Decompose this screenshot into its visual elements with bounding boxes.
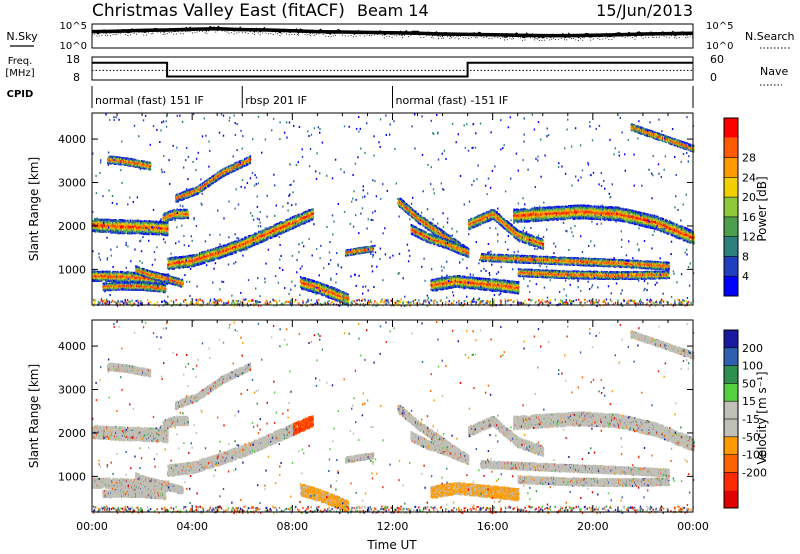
x-tick-label: 16:00	[477, 520, 509, 533]
noise-panel: 10^5 10^0 10^5 10^0	[60, 21, 734, 52]
x-tick-label: 08:00	[276, 520, 308, 533]
y-tick-label: 3000	[58, 177, 86, 190]
colorbar-swatch	[724, 490, 738, 508]
station-title: Christmas Valley East (fitACF)	[92, 1, 345, 21]
colorbar-swatch	[724, 401, 738, 419]
colorbar-swatch	[724, 437, 738, 455]
beam-label: Beam 14	[357, 1, 429, 20]
cpid-segment-label: normal (fast) 151 IF	[95, 94, 204, 107]
nsky-label: N.Sky	[6, 30, 38, 43]
date-label: 15/Jun/2013	[596, 1, 693, 20]
colorbar-swatch	[724, 348, 738, 366]
x-tick-label: 00:00	[677, 520, 709, 533]
x-tick-label: 00:00	[76, 520, 108, 533]
colorbar-tick-label: 24	[742, 171, 756, 184]
colorbar-swatch	[724, 330, 738, 348]
colorbar-swatch	[724, 177, 738, 197]
colorbar-tick-label: 16	[742, 211, 756, 224]
colorbar-tick-label: 8	[742, 250, 749, 263]
noise-tick-left-top: 10^5	[60, 21, 87, 32]
y-tick-label: 2000	[58, 220, 86, 233]
x-tick-label: 04:00	[176, 520, 208, 533]
cpid-label: CPID	[7, 89, 34, 100]
colorbar-tick-label: 20	[742, 191, 756, 204]
velocity-scatter	[92, 320, 695, 514]
power-colorbar: Power [dB] 4 8 12 16 20 24 28	[724, 118, 769, 296]
colorbar-swatch	[724, 237, 738, 257]
colorbar-tick-label: -15	[742, 413, 760, 426]
colorbar-swatch	[724, 455, 738, 473]
radar-summary-plot: Christmas Valley East (fitACF) Beam 14 1…	[0, 0, 800, 554]
colorbar-tick-label: 200	[742, 342, 763, 355]
colorbar-tick-label: 100	[742, 360, 763, 373]
colorbar-swatch	[724, 366, 738, 384]
velocity-panel: 1000 2000 3000 4000 00:00 04:00 08:00 12:00 16:0…	[27, 320, 709, 552]
freq-tick-right-bottom: 0	[710, 71, 717, 84]
nave-label: Nave	[760, 65, 788, 78]
y-tick-label: 1000	[58, 470, 86, 483]
power-panel: 1000 2000 3000 4000 Slant Range [km]	[27, 113, 695, 307]
y-tick-label: 4000	[58, 340, 86, 353]
colorbar-swatch	[724, 276, 738, 296]
velocity-xlabel: Time UT	[366, 538, 417, 552]
power-ylabel: Slant Range [km]	[27, 157, 41, 261]
noise-tick-right-bottom: 10^0	[706, 41, 733, 52]
freq-label: Freq.	[8, 56, 33, 67]
y-tick-label: 1000	[58, 263, 86, 276]
y-tick-label: 4000	[58, 133, 86, 146]
freq-tick-left-top: 18	[66, 53, 80, 66]
colorbar-swatch	[724, 197, 738, 217]
colorbar-swatch	[724, 419, 738, 437]
x-tick-label: 12:00	[377, 520, 409, 533]
colorbar-swatch	[724, 256, 738, 276]
colorbar-swatch	[724, 118, 738, 138]
noise-tick-right-top: 10^5	[706, 21, 733, 32]
colorbar-tick-label: 15	[742, 395, 756, 408]
noise-tick-left-bottom: 10^0	[60, 41, 87, 52]
freq-tick-left-bottom: 8	[73, 71, 80, 84]
velocity-ylabel: Slant Range [km]	[27, 364, 41, 468]
nsearch-label: N.Search	[745, 30, 795, 43]
velocity-colorbar: Velocity [m s⁻¹] 2001005015-15-50-100-20…	[724, 330, 769, 508]
freq-tick-right-top: 60	[710, 53, 724, 66]
frequency-panel: 18 8 60 0	[66, 53, 724, 84]
mhz-label: [MHz]	[5, 68, 34, 79]
y-tick-label: 2000	[58, 427, 86, 440]
colorbar-tick-label: -200	[742, 466, 767, 479]
colorbar-tick-label: -50	[742, 431, 760, 444]
colorbar-swatch	[724, 138, 738, 158]
power-colorbar-label: Power [dB]	[755, 176, 769, 241]
colorbar-swatch	[724, 217, 738, 237]
colorbar-tick-label: -100	[742, 449, 767, 462]
colorbar-tick-label: 12	[742, 231, 756, 244]
colorbar-swatch	[724, 472, 738, 490]
colorbar-swatch	[724, 383, 738, 401]
power-scatter	[92, 113, 695, 307]
x-tick-label: 20:00	[577, 520, 609, 533]
colorbar-tick-label: 4	[742, 270, 749, 283]
y-tick-label: 3000	[58, 384, 86, 397]
colorbar-swatch	[724, 158, 738, 178]
frequency-line	[92, 63, 693, 77]
cpid-segment-label: normal (fast) -151 IF	[396, 94, 509, 107]
colorbar-tick-label: 50	[742, 377, 756, 390]
cpid-segment-label: rbsp 201 IF	[245, 94, 307, 107]
colorbar-tick-label: 28	[742, 152, 756, 165]
cpid-row: normal (fast) 151 IF rbsp 201 IF normal (f…	[92, 86, 693, 108]
